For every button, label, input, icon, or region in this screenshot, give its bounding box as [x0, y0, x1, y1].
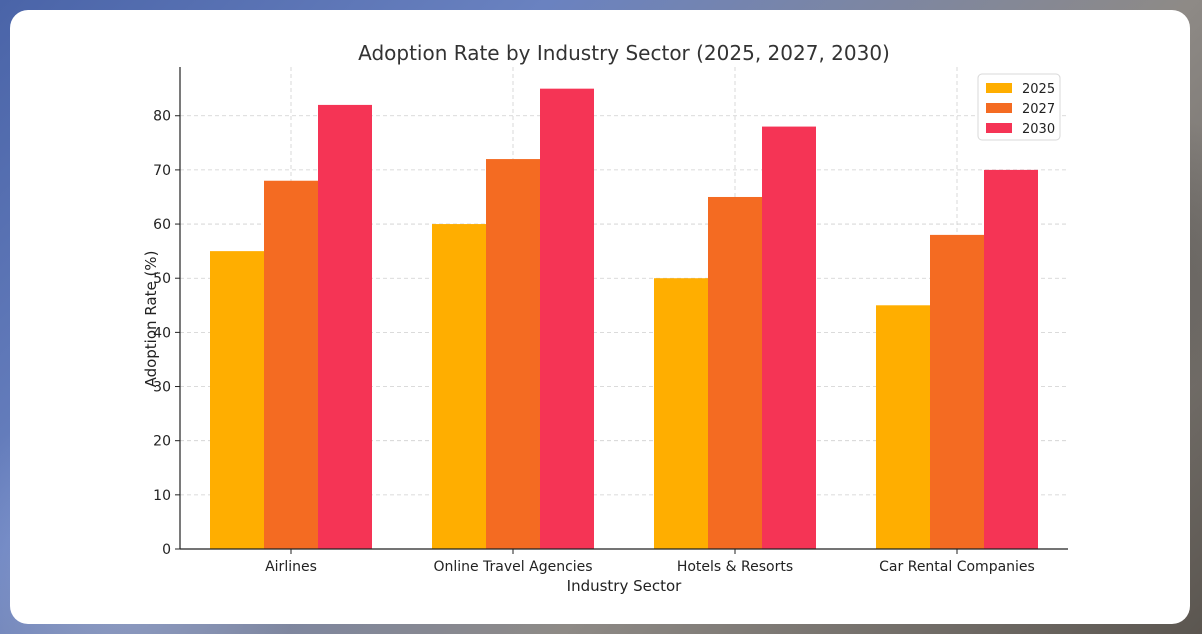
y-axis-label: Adoption Rate (%) — [142, 251, 160, 388]
tick-labels: 0 10 20 30 40 50 60 70 80 Airlines Online Travel A… — [153, 109, 1035, 575]
legend-label-2030: 2030 — [1022, 122, 1055, 137]
bar-2027-3 — [930, 234, 984, 549]
bar-chart: Adoption Rate by Industry Sector (2025, … — [142, 41, 1068, 595]
bar-2030-3 — [984, 169, 1038, 550]
bar-2025-2 — [654, 278, 708, 549]
bar-2027-0 — [264, 180, 318, 549]
y-tick-label: 30 — [153, 380, 171, 396]
x-tick-label: Car Rental Companies — [879, 559, 1035, 575]
y-tick-label: 80 — [153, 109, 171, 125]
bar-2027-2 — [708, 196, 762, 549]
bar-2030-1 — [540, 88, 594, 550]
y-tick-label: 40 — [153, 325, 171, 341]
legend-label-2025: 2025 — [1022, 82, 1055, 97]
bars — [210, 88, 1038, 550]
bar-2030-2 — [762, 126, 816, 550]
y-tick-label: 60 — [153, 217, 171, 233]
x-tick-label: Airlines — [265, 559, 317, 575]
y-tick-label: 10 — [153, 488, 171, 504]
legend: 2025 2027 2030 — [977, 73, 1061, 141]
bar-2025-1 — [432, 224, 486, 549]
chart-title: Adoption Rate by Industry Sector (2025, … — [358, 41, 890, 65]
y-tick-label: 0 — [162, 542, 171, 558]
bar-2027-1 — [486, 159, 540, 549]
y-tick-label: 70 — [153, 163, 171, 179]
bar-2025-0 — [210, 251, 264, 549]
legend-swatch-2025 — [986, 83, 1012, 93]
x-tick-label: Hotels & Resorts — [677, 559, 793, 575]
chart-card: Adoption Rate by Industry Sector (2025, … — [10, 10, 1190, 624]
bar-2025-3 — [876, 305, 930, 549]
legend-swatch-2027 — [986, 103, 1012, 113]
y-tick-label: 20 — [153, 434, 171, 450]
axes — [175, 67, 1068, 554]
y-tick-label: 50 — [153, 271, 171, 287]
legend-swatch-2030 — [986, 123, 1012, 133]
bar-2030-0 — [318, 104, 372, 550]
x-tick-label: Online Travel Agencies — [433, 559, 592, 575]
legend-label-2027: 2027 — [1022, 102, 1055, 117]
x-axis-label: Industry Sector — [567, 577, 683, 595]
